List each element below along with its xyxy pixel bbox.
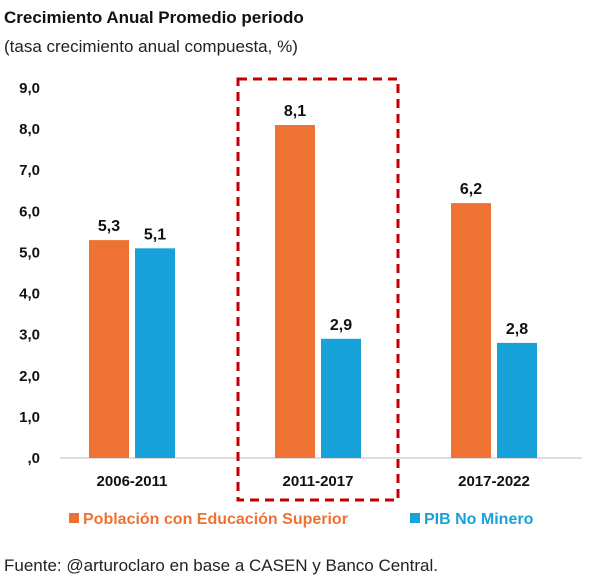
y-tick-label: 1,0: [19, 409, 40, 426]
y-tick-label: ,0: [27, 450, 40, 467]
y-tick-label: 4,0: [19, 286, 40, 303]
bar-2006-2011-series-0: [89, 240, 129, 458]
data-label: 2,8: [506, 321, 528, 338]
highlight-box-2011-2017: [236, 77, 400, 502]
bars: [89, 125, 537, 458]
bar-2017-2022-series-1: [497, 342, 537, 458]
data-label: 5,3: [98, 218, 120, 235]
chart-subtitle: (tasa crecimiento anual compuesta, %): [4, 37, 298, 56]
data-label: 5,1: [144, 226, 166, 243]
data-label: 8,1: [284, 103, 306, 120]
y-tick-label: 8,0: [19, 121, 40, 138]
legend: Población con Educación Superior PIB No M…: [69, 511, 534, 528]
bar-2017-2022-series-0: [451, 203, 491, 458]
data-labels: 5,3 5,1 8,1 2,9 6,2 2,8: [98, 103, 528, 338]
bar-2006-2011-series-1: [135, 248, 175, 458]
x-tick-label: 2011-2017: [283, 473, 354, 490]
chart-title: Crecimiento Anual Promedio periodo: [4, 8, 304, 27]
y-tick-label: 9,0: [19, 80, 40, 97]
legend-swatch-0: [69, 513, 79, 523]
source-note: Fuente: @arturoclaro en base a CASEN y B…: [4, 556, 438, 575]
x-tick-label: 2017-2022: [458, 473, 530, 490]
y-tick-label: 5,0: [19, 244, 40, 261]
y-tick-label: 6,0: [19, 203, 40, 220]
y-axis-ticks: ,0 1,0 2,0 3,0 4,0 5,0 6,0 7,0 8,0 9,0: [19, 80, 40, 467]
legend-swatch-1: [410, 513, 420, 523]
x-tick-label: 2006-2011: [97, 473, 168, 490]
bar-2011-2017-series-1: [321, 338, 361, 458]
y-tick-label: 3,0: [19, 327, 40, 344]
data-label: 2,9: [330, 317, 352, 334]
legend-label-1: PIB No Minero: [424, 511, 534, 528]
x-axis-ticks: 2006-2011 2011-2017 2017-2022: [97, 473, 530, 490]
legend-label-0: Población con Educación Superior: [83, 511, 348, 528]
y-tick-label: 2,0: [19, 368, 40, 385]
bar-2011-2017-series-0: [275, 125, 315, 458]
y-tick-label: 7,0: [19, 162, 40, 179]
data-label: 6,2: [460, 181, 482, 198]
